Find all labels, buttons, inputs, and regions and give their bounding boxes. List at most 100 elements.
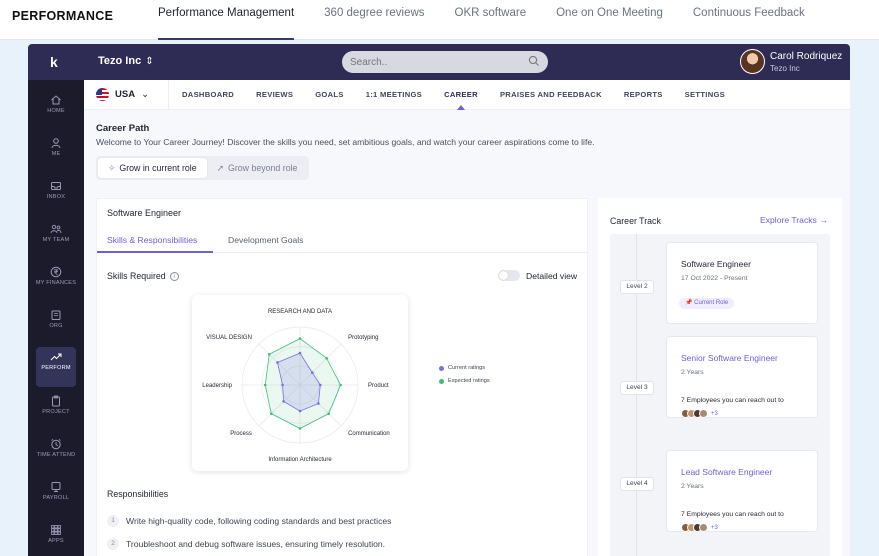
sidebar-item-label: PROJECT: [42, 409, 70, 415]
avatar-more-count: +3: [711, 524, 718, 531]
sidebar-item-org[interactable]: ORG: [28, 305, 84, 345]
sidebar: HOME ME INBOX MY TEAM MY FINANCES ORG PE…: [28, 80, 84, 556]
app-header: k Tezo Inc⇕ Carol Rodriquez Tezo Inc: [28, 44, 850, 80]
sidebar-item-payroll[interactable]: PAYROLL: [28, 477, 84, 517]
sidebar-item-label: ME: [51, 151, 61, 157]
tab-praises-feedback[interactable]: PRAISES AND FEEDBACK: [499, 90, 602, 99]
sidebar-item-time-attend[interactable]: TIME ATTEND: [28, 434, 84, 474]
role-duration: 2 Years: [681, 369, 704, 376]
skills-tabs: Skills & Responsibilities Development Go…: [97, 229, 589, 253]
radar-axis-label: Leadership: [202, 383, 232, 389]
radar-axis-label: Product: [368, 383, 389, 389]
sidebar-item-home[interactable]: HOME: [28, 90, 84, 130]
avatar-group[interactable]: +3: [681, 523, 718, 532]
radar-axis-line: [258, 384, 301, 427]
explore-tracks-label: Explore Tracks: [760, 215, 817, 225]
list-item: 1 Write high-quality code, following codi…: [107, 515, 391, 527]
sidebar-item-apps[interactable]: APPS: [28, 520, 84, 556]
logo-icon[interactable]: k: [50, 54, 58, 70]
tab-skills-responsibilities[interactable]: Skills & Responsibilities: [107, 235, 198, 245]
tab-okr-software[interactable]: OKR software: [454, 7, 527, 19]
country-name: USA: [115, 89, 136, 100]
tab-reviews[interactable]: REVIEWS: [256, 90, 294, 99]
tab-dashboard[interactable]: DASHBOARD: [182, 90, 235, 99]
sidebar-item-label: PERFORM: [41, 365, 71, 371]
avatar: [699, 409, 708, 418]
tab-reports[interactable]: REPORTS: [623, 90, 663, 99]
user-menu[interactable]: Carol Rodriquez Tezo Inc: [740, 49, 850, 75]
sidebar-item-my-finances[interactable]: MY FINANCES: [28, 262, 84, 302]
country-selector[interactable]: USA ⌄: [96, 88, 149, 101]
tab-performance-management[interactable]: Performance Management: [158, 0, 295, 40]
toggle-switch[interactable]: [498, 270, 520, 281]
radar-axis-label: Communication: [348, 431, 390, 437]
user-org: Tezo Inc: [770, 64, 800, 73]
sidebar-item-perform[interactable]: PERFORM: [36, 347, 76, 387]
list-number: 1: [107, 515, 119, 527]
legend-swatch: [439, 365, 444, 371]
marketing-tabs: Performance Management 360 degree review…: [158, 0, 835, 40]
tab-goals[interactable]: GOALS: [315, 90, 344, 99]
tab-career[interactable]: CAREER: [444, 80, 478, 110]
role-title[interactable]: Senior Software Engineer: [681, 353, 778, 363]
tab-meetings[interactable]: 1:1 MEETINGS: [365, 90, 423, 99]
search-icon[interactable]: [528, 55, 540, 67]
explore-tracks-link[interactable]: Explore Tracks →: [760, 215, 828, 225]
info-icon[interactable]: i: [169, 271, 179, 281]
career-track-timeline: Level 2 Level 3 Level 4 Software Enginee…: [610, 234, 830, 556]
radar-point: [263, 383, 267, 387]
radar-axis-label: VISUAL DESIGN: [206, 335, 252, 341]
marketing-nav: PERFORMANCE Performance Management 360 d…: [0, 0, 879, 40]
tab-development-goals[interactable]: Development Goals: [228, 235, 304, 245]
org-switcher[interactable]: Tezo Inc ⇕: [98, 55, 154, 67]
tab-360-reviews[interactable]: 360 degree reviews: [324, 7, 425, 19]
sidebar-item-label: TIME ATTEND: [36, 452, 76, 458]
grid-icon: [51, 525, 61, 535]
radar-axis-line: [258, 343, 301, 386]
sidebar-item-label: MY TEAM: [42, 237, 70, 243]
role-card-lead[interactable]: Lead Software Engineer 2 Years 7 Employe…: [666, 450, 818, 532]
responsibility-text: Troubleshoot and debug software issues, …: [126, 539, 386, 549]
radar-svg: RESEARCH AND DATA Prototyping Product Commu…: [202, 309, 390, 463]
main-content: Career Path Welcome to Your Career Journ…: [84, 110, 850, 556]
role-title[interactable]: Lead Software Engineer: [681, 467, 773, 477]
search-bar[interactable]: [342, 51, 548, 73]
radar-axis-label: Process: [230, 431, 252, 437]
radar-point: [267, 352, 271, 356]
search-input[interactable]: [342, 51, 522, 73]
responsibility-text: Write high-quality code, following codin…: [126, 516, 392, 526]
status-badge: 📌 Current Role: [679, 298, 735, 309]
grow-beyond-role-button[interactable]: ➚ Grow beyond role: [207, 158, 308, 178]
radar-point: [282, 400, 285, 403]
sparkle-icon: ✧: [108, 163, 116, 173]
pin-icon: 📌: [685, 300, 693, 306]
role-card-current[interactable]: Software Engineer 17 Oct 2022 - Present …: [666, 242, 818, 324]
skills-radar-chart: RESEARCH AND DATA Prototyping Product Commu…: [192, 295, 408, 471]
sidebar-item-me[interactable]: ME: [28, 133, 84, 173]
tab-settings[interactable]: SETTINGS: [684, 90, 726, 99]
career-track-card: Career Track Explore Tracks → Level 2 Le…: [598, 198, 842, 556]
legend-item-expected: Expected ratings: [439, 378, 490, 384]
legend-item-current: Current ratings: [439, 365, 490, 371]
team-icon: [50, 224, 62, 234]
grow-current-role-button[interactable]: ✧ Grow in current role: [98, 158, 207, 178]
role-card-senior[interactable]: Senior Software Engineer 2 Years 7 Emplo…: [666, 336, 818, 418]
chevron-updown-icon: ⇕: [145, 56, 154, 67]
user-icon: [51, 138, 61, 149]
avatar-group[interactable]: +3: [681, 409, 718, 418]
radar-point: [325, 357, 328, 360]
tab-continuous-feedback[interactable]: Continuous Feedback: [692, 7, 805, 19]
avatar[interactable]: [740, 49, 765, 74]
tab-one-on-one[interactable]: One on One Meeting: [556, 7, 663, 19]
role-title: Software Engineer: [681, 259, 751, 269]
role-toggle: ✧ Grow in current role ➚ Grow beyond role: [96, 156, 310, 180]
sidebar-item-inbox[interactable]: INBOX: [28, 176, 84, 216]
radar-axis-label: Information Architecture: [268, 457, 332, 463]
sidebar-item-my-team[interactable]: MY TEAM: [28, 219, 84, 259]
sidebar-item-project[interactable]: PROJECT: [28, 391, 84, 431]
detailed-view-toggle[interactable]: Detailed view: [498, 270, 577, 281]
sidebar-item-label: ORG: [49, 323, 63, 329]
avatar-more-count: +3: [711, 410, 718, 417]
role-date: 17 Oct 2022 - Present: [681, 275, 748, 282]
brand-title: PERFORMANCE: [12, 9, 114, 23]
